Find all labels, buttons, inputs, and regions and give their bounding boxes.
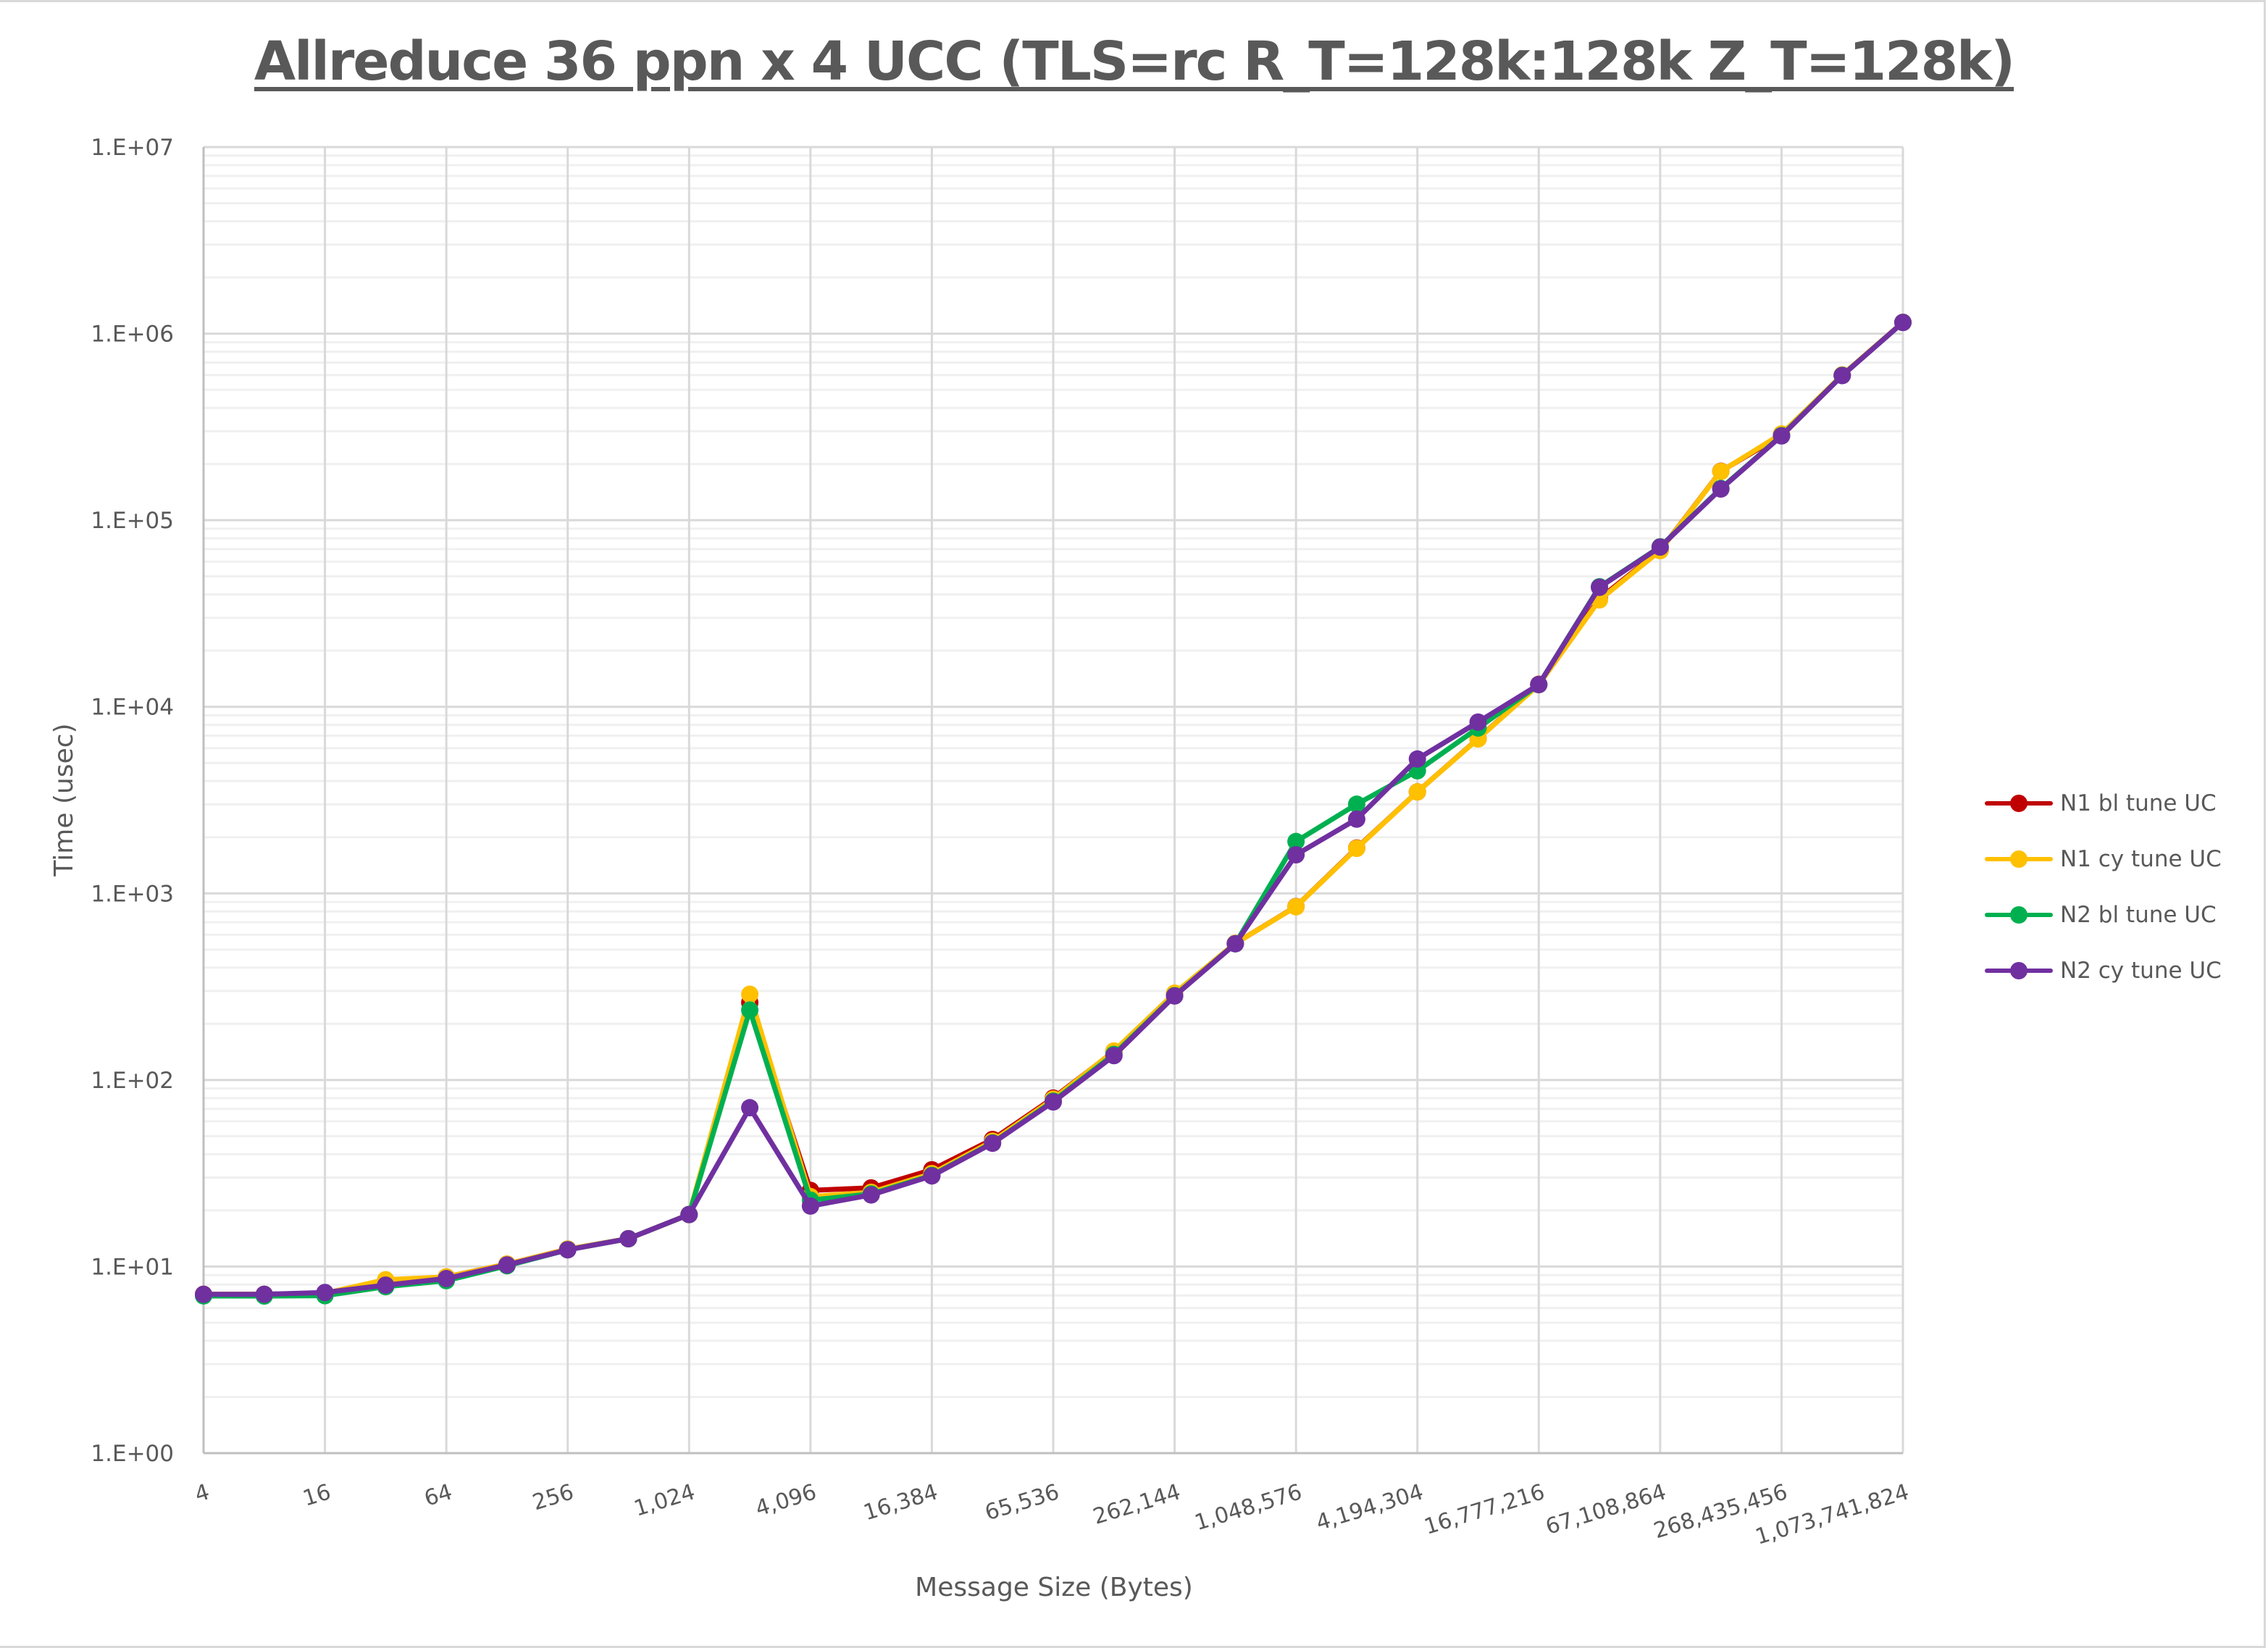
data-point-marker bbox=[1287, 832, 1305, 850]
legend: N1 bl tune UC N1 cy tune UC N2 bl tune UC N… bbox=[1985, 775, 2222, 998]
data-point-marker bbox=[1105, 1047, 1123, 1065]
x-tick-label: 16,777,216 bbox=[1421, 1479, 1548, 1540]
legend-item: N1 bl tune UC bbox=[1985, 775, 2222, 831]
data-point-marker bbox=[619, 1229, 637, 1247]
x-axis-tick-labels: 4 16 64 256 1,024 4,096 16,384 65,536 262,144 1,0… bbox=[192, 1479, 1912, 1550]
legend-item: N2 cy tune UC bbox=[1985, 942, 2222, 998]
legend-line-marker-icon bbox=[1985, 900, 2053, 929]
legend-label: N2 bl tune UC bbox=[2060, 901, 2217, 928]
legend-item: N2 bl tune UC bbox=[1985, 887, 2222, 942]
y-tick-label: 1.E+00 bbox=[91, 1441, 174, 1467]
x-tick-label: 4,096 bbox=[753, 1479, 819, 1522]
data-point-marker bbox=[984, 1134, 1002, 1153]
x-tick-label: 1,048,576 bbox=[1192, 1479, 1305, 1536]
data-point-marker bbox=[1773, 427, 1791, 445]
axes bbox=[202, 147, 1903, 1455]
data-point-marker bbox=[1408, 750, 1426, 768]
data-point-marker bbox=[1347, 840, 1365, 858]
x-tick-label: 4,194,304 bbox=[1313, 1479, 1426, 1536]
x-tick-label: 256 bbox=[530, 1479, 577, 1515]
data-point-marker bbox=[1591, 578, 1609, 596]
data-point-marker bbox=[1226, 934, 1244, 953]
legend-line-marker-icon bbox=[1985, 789, 2053, 818]
data-point-marker bbox=[1712, 480, 1730, 498]
y-tick-label: 1.E+04 bbox=[91, 695, 174, 721]
x-tick-label: 1,024 bbox=[631, 1479, 698, 1522]
y-tick-label: 1.E+06 bbox=[91, 322, 174, 348]
data-point-marker bbox=[680, 1205, 698, 1224]
data-point-marker bbox=[1045, 1093, 1062, 1111]
data-point-marker bbox=[741, 1099, 759, 1117]
data-point-marker bbox=[1833, 367, 1851, 385]
data-point-marker bbox=[1469, 713, 1487, 731]
x-tick-label: 16,384 bbox=[861, 1479, 941, 1526]
y-axis-title: Time (usec) bbox=[49, 723, 79, 877]
data-point-marker bbox=[1287, 898, 1305, 916]
y-tick-label: 1.E+02 bbox=[91, 1068, 174, 1094]
x-tick-label: 67,108,864 bbox=[1543, 1479, 1670, 1540]
data-series bbox=[195, 313, 1912, 1305]
data-point-marker bbox=[255, 1285, 273, 1303]
y-tick-label: 1.E+07 bbox=[91, 135, 174, 161]
data-point-marker bbox=[862, 1186, 880, 1204]
legend-label: N1 bl tune UC bbox=[2060, 790, 2217, 816]
data-point-marker bbox=[316, 1284, 334, 1302]
legend-label: N2 cy tune UC bbox=[2060, 957, 2222, 984]
data-point-marker bbox=[741, 1001, 759, 1019]
legend-item: N1 cy tune UC bbox=[1985, 831, 2222, 887]
y-tick-label: 1.E+05 bbox=[91, 508, 174, 534]
x-tick-label: 16 bbox=[300, 1479, 334, 1512]
data-point-marker bbox=[1287, 846, 1305, 864]
data-point-marker bbox=[195, 1285, 212, 1303]
data-point-marker bbox=[1530, 676, 1548, 694]
data-point-marker bbox=[377, 1276, 395, 1294]
data-point-marker bbox=[1347, 810, 1365, 828]
data-point-marker bbox=[741, 985, 759, 1003]
x-tick-label: 262,144 bbox=[1090, 1479, 1184, 1530]
series-n2-cy-tune-uc bbox=[195, 314, 1912, 1303]
data-point-marker bbox=[1712, 462, 1730, 480]
data-point-marker bbox=[1347, 795, 1365, 813]
data-point-marker bbox=[1408, 783, 1426, 801]
data-point-marker bbox=[923, 1167, 941, 1185]
legend-line-marker-icon bbox=[1985, 956, 2053, 985]
data-point-marker bbox=[558, 1241, 577, 1259]
legend-label: N1 cy tune UC bbox=[2060, 845, 2222, 872]
x-tick-label: 65,536 bbox=[982, 1479, 1063, 1526]
y-axis-tick-labels: 1.E+00 1.E+01 1.E+02 1.E+03 1.E+04 1.E+05 1.E+… bbox=[91, 135, 174, 1467]
data-point-marker bbox=[1651, 538, 1669, 556]
x-axis-title: Message Size (Bytes) bbox=[915, 1573, 1193, 1602]
y-tick-label: 1.E+03 bbox=[91, 881, 174, 907]
data-point-marker bbox=[498, 1256, 516, 1274]
data-point-marker bbox=[438, 1270, 456, 1288]
data-point-marker bbox=[1894, 314, 1912, 332]
x-tick-label: 4 bbox=[192, 1479, 212, 1507]
data-point-marker bbox=[801, 1197, 819, 1215]
x-tick-label: 64 bbox=[422, 1479, 456, 1512]
y-tick-label: 1.E+01 bbox=[91, 1254, 174, 1280]
chart-title: Allreduce 36 ppn x 4 UCC (TLS=rc R_T=128… bbox=[254, 30, 2015, 93]
data-point-marker bbox=[1166, 987, 1184, 1005]
legend-line-marker-icon bbox=[1985, 845, 2053, 874]
